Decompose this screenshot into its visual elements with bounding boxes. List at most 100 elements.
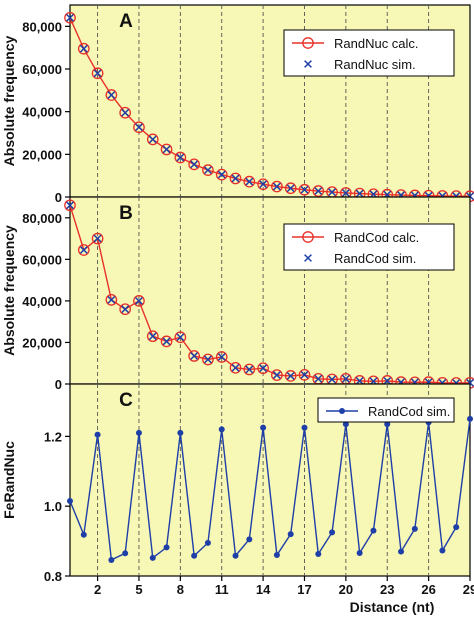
- data-point: [287, 531, 294, 538]
- data-point: [80, 531, 87, 538]
- x-tick-label: 17: [297, 582, 311, 597]
- data-point: [79, 44, 88, 53]
- data-point: [439, 547, 446, 554]
- data-point: [467, 415, 473, 422]
- y-tick-label: 80,000: [22, 19, 62, 34]
- data-point: [314, 187, 323, 195]
- legend-marker: [304, 254, 312, 262]
- y-tick-label: 20,000: [22, 147, 62, 162]
- x-tick-label: 23: [380, 582, 394, 597]
- x-mark-stroke: [341, 374, 350, 383]
- legend-box: [283, 29, 455, 77]
- panel-a: 0 20,000 40,000 60,000 80,000 Absolute freque…: [1, 4, 474, 205]
- x-mark-stroke: [245, 365, 254, 374]
- data-point: [271, 369, 283, 381]
- data-point: [272, 371, 281, 379]
- x-mark-stroke: [93, 234, 102, 243]
- data-point: [284, 182, 297, 195]
- x-tick-label: 14: [256, 582, 271, 597]
- data-point: [384, 421, 391, 428]
- data-point: [271, 180, 283, 193]
- x-mark-stroke: [162, 145, 171, 154]
- legend-label: RandNuc sim.: [334, 57, 416, 72]
- x-mark-stroke: [217, 353, 226, 361]
- x-mark-stroke: [217, 170, 226, 179]
- data-point: [257, 178, 269, 191]
- panel-c: 0.8 1.0 1.2 FeRandNuc C RandCod sim.: [1, 383, 473, 584]
- data-point: [188, 158, 200, 171]
- data-point: [298, 369, 311, 381]
- x-mark-stroke: [148, 135, 157, 144]
- data-point: [257, 362, 269, 375]
- x-mark-stroke: [204, 166, 212, 175]
- data-point: [176, 153, 185, 162]
- data-point: [243, 175, 256, 188]
- data-point: [329, 529, 336, 536]
- x-mark-stroke: [272, 371, 281, 379]
- x-mark-stroke: [135, 123, 143, 132]
- data-point: [356, 549, 363, 556]
- data-point: [133, 121, 145, 134]
- x-mark-stroke: [314, 374, 323, 383]
- data-point: [135, 429, 142, 436]
- data-point: [122, 550, 129, 557]
- data-point: [66, 13, 74, 22]
- x-tick-label: 2: [94, 582, 101, 597]
- data-point: [190, 160, 199, 169]
- data-point: [121, 305, 130, 314]
- data-point: [398, 548, 405, 555]
- x-mark-stroke: [259, 180, 268, 189]
- legend-label: RandCod calc.: [334, 230, 419, 245]
- data-point: [91, 232, 104, 245]
- y-tick-label: 80,000: [22, 211, 62, 226]
- x-tick-label: 11: [215, 582, 229, 597]
- legend-marker: [302, 231, 314, 243]
- data-point: [259, 364, 268, 373]
- y-axis-title: Absolute frequency: [1, 225, 17, 356]
- x-mark-stroke: [286, 371, 295, 380]
- panel-letter: A: [119, 11, 133, 32]
- x-mark-stroke: [204, 355, 212, 364]
- y-tick-label: 0: [55, 377, 62, 392]
- x-mark-stroke: [176, 333, 185, 342]
- legend-label: RandCod sim.: [334, 251, 416, 266]
- y-axis-title: Absolute frequency: [1, 35, 17, 166]
- data-point: [119, 303, 132, 316]
- data-point: [383, 376, 392, 385]
- x-mark-stroke: [383, 376, 392, 385]
- legend: RandCod sim.: [317, 397, 455, 423]
- x-mark-stroke: [121, 108, 130, 117]
- legend-box: [283, 223, 455, 271]
- x-axis: 2 5 8 11 14 17 20 23 26 29 Distance (nt): [94, 576, 474, 615]
- data-point: [133, 295, 145, 307]
- panel-letter: C: [119, 390, 133, 411]
- x-mark-stroke: [135, 296, 143, 305]
- x-mark-stroke: [190, 352, 199, 360]
- data-point: [108, 556, 115, 563]
- data-point: [284, 370, 297, 382]
- data-point: [149, 554, 156, 561]
- panel-b: 0 20,000 40,000 60,000 80,000 Absolute freque…: [1, 196, 474, 392]
- x-tick-label: 29: [463, 582, 474, 597]
- y-tick-label: 60,000: [22, 252, 62, 267]
- data-point: [177, 429, 184, 436]
- data-point: [174, 151, 187, 164]
- data-point: [341, 189, 350, 197]
- data-point: [93, 234, 102, 243]
- data-point: [191, 552, 198, 559]
- data-point: [202, 353, 214, 366]
- data-point: [91, 67, 104, 80]
- data-point: [218, 426, 225, 433]
- data-point: [94, 431, 101, 438]
- data-point: [215, 168, 228, 181]
- legend-marker: [304, 60, 312, 68]
- data-point: [328, 375, 336, 384]
- x-tick-label: 20: [339, 582, 353, 597]
- legend-marker: [302, 37, 314, 49]
- x-tick-label: 5: [135, 582, 142, 597]
- data-point: [162, 145, 171, 154]
- y-tick-label: 1.2: [44, 429, 62, 444]
- x-mark-stroke: [231, 174, 240, 183]
- data-point: [77, 244, 90, 256]
